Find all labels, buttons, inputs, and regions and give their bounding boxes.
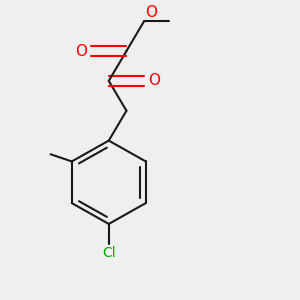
Text: O: O [146, 5, 158, 20]
Text: Cl: Cl [102, 246, 116, 260]
Text: O: O [148, 74, 160, 88]
Text: O: O [76, 44, 88, 59]
